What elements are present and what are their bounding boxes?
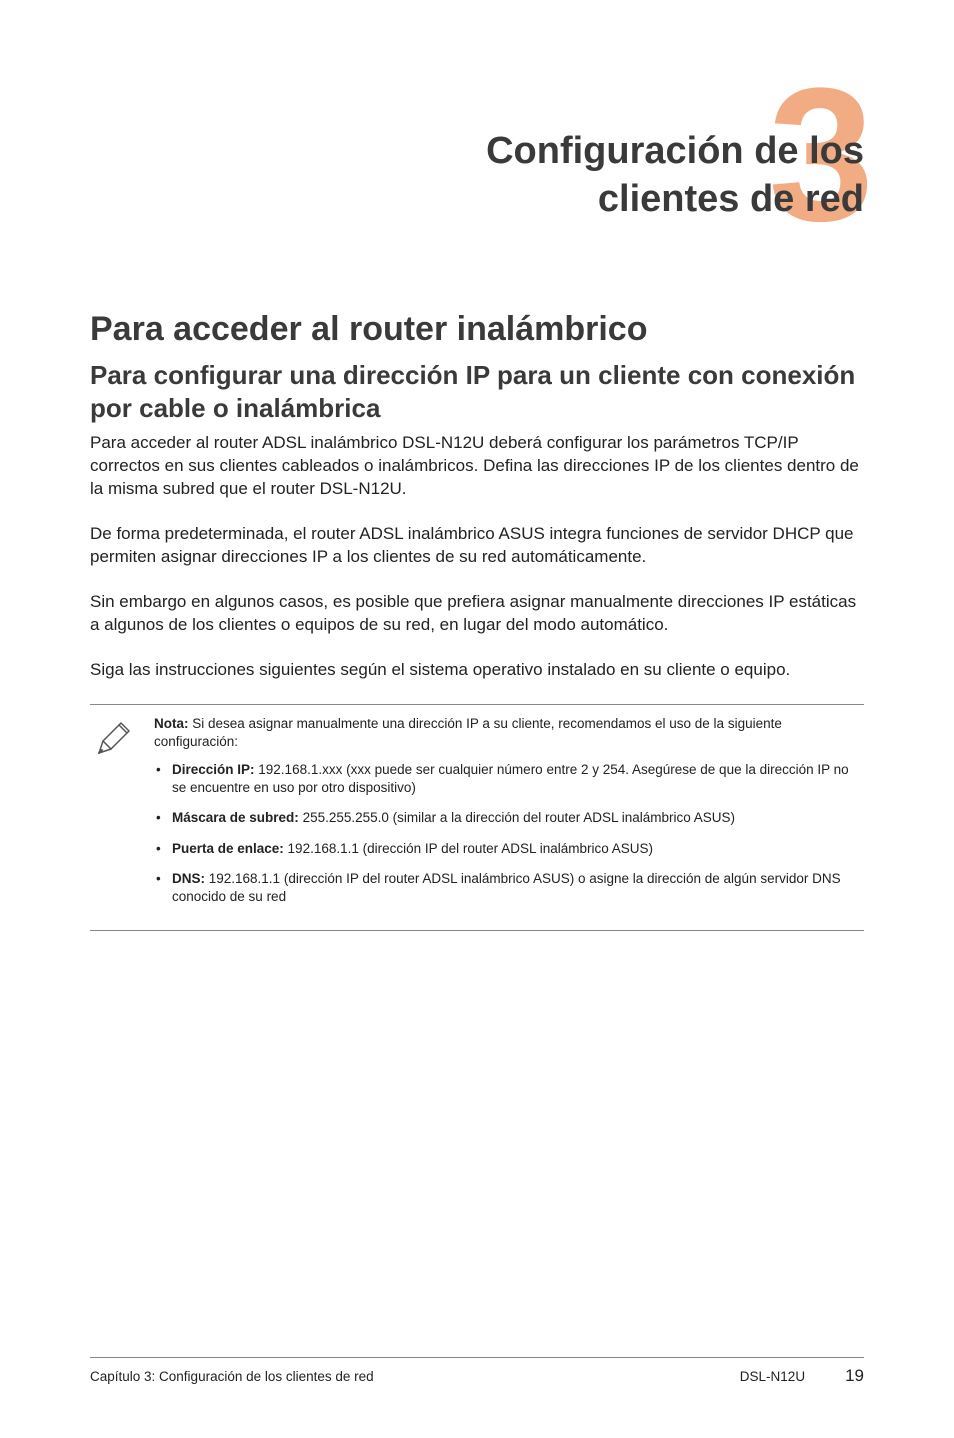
chapter-header: 3 Configuración de los clientes de red [90,90,864,250]
footer-left: Capítulo 3: Configuración de los cliente… [90,1369,740,1384]
note-intro-text: Si desea asignar manualmente una direcci… [154,716,782,749]
note-item: DNS: 192.168.1.1 (dirección IP del route… [172,870,864,906]
note-item-label: Dirección IP: [172,762,255,777]
note-box: Nota: Si desea asignar manualmente una d… [90,704,864,932]
note-item-label: DNS: [172,871,205,886]
section-heading: Para acceder al router inalámbrico [90,310,864,349]
note-intro: Nota: Si desea asignar manualmente una d… [154,715,864,751]
note-body: Nota: Si desea asignar manualmente una d… [154,715,864,919]
note-item-text: 192.168.1.1 (dirección IP del router ADS… [172,871,841,904]
subsection-heading: Para configurar una dirección IP para un… [90,359,864,424]
pencil-icon [90,715,136,919]
note-item: Dirección IP: 192.168.1.xxx (xxx puede s… [172,761,864,797]
page: 3 Configuración de los clientes de red P… [0,0,954,1438]
note-item-label: Máscara de subred: [172,810,299,825]
paragraph: Siga las instrucciones siguientes según … [90,659,864,682]
note-item: Puerta de enlace: 192.168.1.1 (dirección… [172,840,864,858]
note-label: Nota: [154,716,189,731]
page-footer: Capítulo 3: Configuración de los cliente… [90,1357,864,1386]
chapter-title-line2: clientes de red [598,178,864,220]
chapter-title: Configuración de los clientes de red [90,90,864,223]
paragraph: Sin embargo en algunos casos, es posible… [90,591,864,637]
paragraph: Para acceder al router ADSL inalámbrico … [90,432,864,501]
note-item-text: 192.168.1.xxx (xxx puede ser cualquier n… [172,762,849,795]
note-item-text: 192.168.1.1 (dirección IP del router ADS… [284,841,653,856]
note-item-label: Puerta de enlace: [172,841,284,856]
paragraph: De forma predeterminada, el router ADSL … [90,523,864,569]
note-item-text: 255.255.255.0 (similar a la dirección de… [299,810,735,825]
footer-model: DSL-N12U [740,1369,805,1384]
footer-page-number: 19 [845,1366,864,1386]
chapter-title-line1: Configuración de los [486,130,864,172]
note-item: Máscara de subred: 255.255.255.0 (simila… [172,809,864,827]
note-list: Dirección IP: 192.168.1.xxx (xxx puede s… [154,761,864,906]
